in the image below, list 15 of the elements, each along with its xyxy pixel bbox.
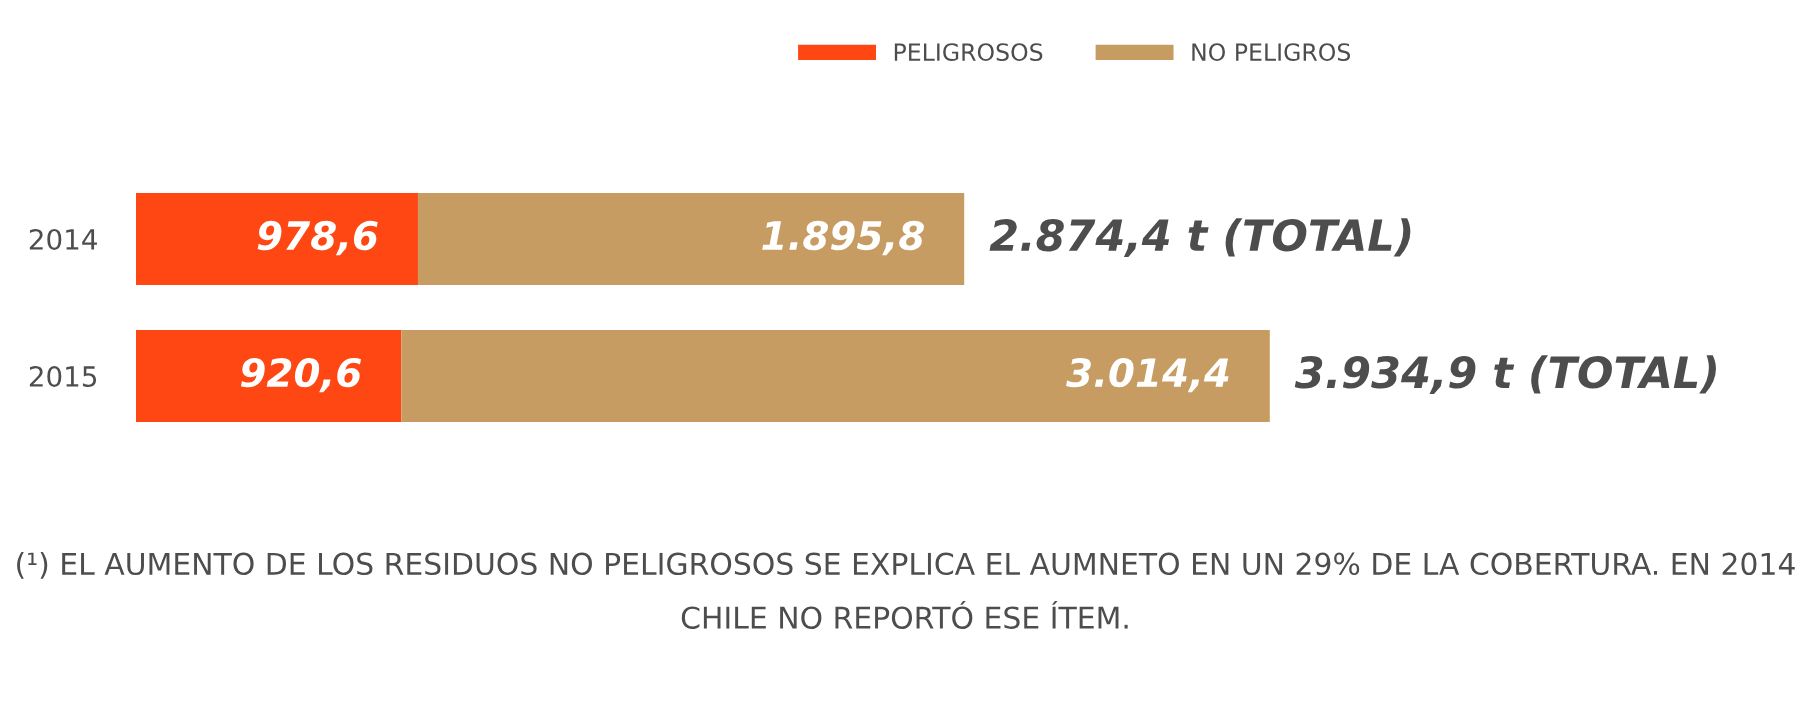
bar bbox=[401, 330, 1270, 422]
bar bbox=[417, 193, 965, 285]
total-label: 2.874,4 t (TOTAL) bbox=[989, 218, 1411, 257]
data-label: 3.014,4 bbox=[1066, 357, 1229, 393]
total-label: 3.934,9 t (TOTAL) bbox=[1294, 355, 1716, 395]
bar bbox=[136, 330, 402, 422]
bar bbox=[136, 193, 418, 285]
data-label: 1.895,8 bbox=[762, 220, 924, 256]
text: (¹) EL AUMENTO DE LOS RESIDUOS NO PELIGROSOS SE EXPLICA EL AUMNETO EN UN 29% DE LA COBERTURA. EN 2014 CHILE NO REPORTÓ ESE ÍTEM. bbox=[17, 552, 1795, 629]
legend-label: NO PELIGROS bbox=[1192, 43, 1351, 62]
y-tick-label: 2014 bbox=[29, 228, 97, 250]
data-label: 978,6 bbox=[257, 220, 378, 256]
data-label: 920,6 bbox=[240, 357, 361, 393]
y-tick-label: 2015 bbox=[29, 365, 97, 387]
legend-label: PELIGROSOS bbox=[894, 43, 1043, 62]
